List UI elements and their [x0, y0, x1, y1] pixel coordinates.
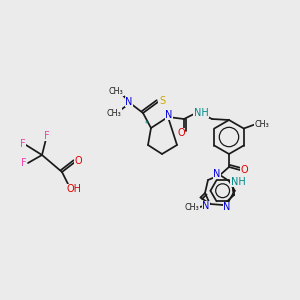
Text: N: N [165, 110, 173, 120]
Text: N: N [213, 169, 221, 179]
Text: CH₃: CH₃ [184, 202, 200, 211]
Text: F: F [20, 139, 26, 149]
Text: NH: NH [231, 177, 245, 187]
Text: N: N [202, 201, 210, 211]
Text: F: F [44, 131, 50, 141]
Text: N: N [223, 202, 231, 212]
Text: O: O [240, 165, 248, 175]
Text: OH: OH [67, 184, 82, 194]
Text: F: F [21, 158, 27, 168]
Text: NH: NH [194, 108, 208, 118]
Text: O: O [177, 128, 185, 138]
Text: O: O [74, 156, 82, 166]
Text: *: * [145, 121, 149, 130]
Text: CH₃: CH₃ [254, 120, 269, 129]
Text: S: S [159, 96, 165, 106]
Text: CH₃: CH₃ [106, 109, 122, 118]
Text: CH₃: CH₃ [109, 86, 123, 95]
Text: N: N [125, 97, 133, 107]
